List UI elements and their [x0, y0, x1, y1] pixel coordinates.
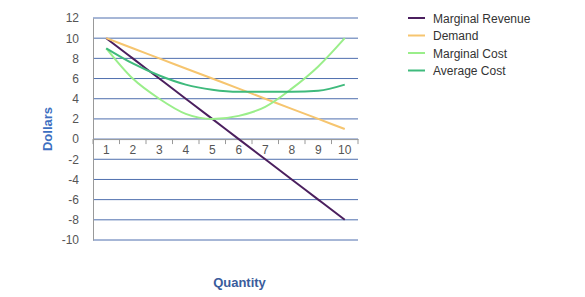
- legend-swatch: [408, 35, 425, 37]
- x-divider: [172, 139, 173, 144]
- y-tick-label: 6: [72, 72, 79, 86]
- grid-line: [93, 159, 358, 160]
- y-tick: 2: [72, 112, 93, 126]
- y-tick: -8: [68, 213, 93, 227]
- x-tick: 3: [156, 139, 163, 157]
- y-tick-label: -2: [68, 153, 79, 167]
- y-tick-label: 0: [72, 132, 79, 146]
- legend-label: Demand: [433, 29, 478, 43]
- y-axis-line: [93, 19, 94, 241]
- series-line: [106, 38, 345, 129]
- x-tick-label: 7: [262, 143, 269, 157]
- x-divider: [93, 139, 94, 144]
- x-tick-label: 8: [288, 143, 295, 157]
- grid-line: [93, 98, 358, 99]
- x-tick-label: 6: [235, 143, 242, 157]
- y-tick: -6: [68, 193, 93, 207]
- x-tick: 10: [338, 139, 352, 157]
- y-tick: 4: [72, 92, 93, 106]
- grid-line: [93, 219, 358, 220]
- x-tick: 9: [315, 139, 322, 157]
- x-tick-label: 9: [315, 143, 322, 157]
- y-tick: -10: [62, 233, 93, 247]
- x-divider: [252, 139, 253, 144]
- y-tick-label: -6: [68, 193, 79, 207]
- x-axis-title: Quantity: [213, 275, 266, 290]
- chart: -10-8-6-4-202468101212345678910DollarsQu…: [0, 0, 585, 297]
- y-tick: -2: [68, 153, 93, 167]
- x-tick-label: 4: [182, 143, 189, 157]
- y-tick-label: 4: [72, 92, 79, 106]
- x-divider: [225, 139, 226, 144]
- legend-label: Marginal Cost: [433, 47, 508, 61]
- y-tick: 6: [72, 72, 93, 86]
- grid-line: [93, 179, 358, 180]
- series-line: [106, 38, 345, 119]
- y-tick: 12: [66, 11, 93, 25]
- y-tick: 8: [72, 52, 93, 66]
- grid-line: [93, 18, 358, 19]
- x-tick-label: 3: [156, 143, 163, 157]
- y-tick-label: -10: [62, 233, 80, 247]
- y-tick-label: 10: [66, 32, 80, 46]
- grid-line: [93, 38, 358, 39]
- y-axis: -10 -8 -6 -4 -2 0 2 4 6 8 10 12: [62, 11, 94, 247]
- y-tick-label: 12: [66, 11, 80, 25]
- x-tick-label: 2: [129, 143, 136, 157]
- series-line: [106, 48, 345, 91]
- grid: [93, 18, 358, 240]
- x-divider: [119, 139, 120, 144]
- y-tick-label: -4: [68, 173, 79, 187]
- x-tick: 5: [209, 139, 216, 157]
- legend-label: Marginal Revenue: [433, 12, 531, 26]
- legend-swatch: [408, 70, 425, 72]
- x-dividers: [93, 139, 358, 144]
- grid-line: [93, 240, 358, 241]
- y-tick: 0: [72, 132, 93, 146]
- x-tick-label: 1: [103, 143, 110, 157]
- x-divider: [146, 139, 147, 144]
- y-axis-title: Dollars: [40, 107, 55, 151]
- x-tick-label: 5: [209, 143, 216, 157]
- x-tick: 1: [103, 139, 110, 157]
- legend: Marginal Revenue Demand Marginal Cost Avera…: [408, 12, 531, 79]
- x-tick: 7: [262, 139, 269, 157]
- x-divider: [278, 139, 279, 144]
- y-tick: -4: [68, 173, 93, 187]
- legend-label: Average Cost: [433, 64, 506, 78]
- plot-area: [106, 38, 345, 220]
- legend-swatch: [408, 17, 425, 19]
- x-tick-label: 10: [338, 143, 352, 157]
- y-tick-label: 2: [72, 112, 79, 126]
- y-tick-label: -8: [68, 213, 79, 227]
- x-divider: [305, 139, 306, 144]
- series-line: [106, 38, 345, 220]
- x-divider: [358, 139, 359, 144]
- x-axis: 1 2 3 4 5 6 7 8 9 10: [93, 139, 359, 157]
- x-divider: [199, 139, 200, 144]
- x-tick: 8: [288, 139, 295, 157]
- legend-swatch: [408, 52, 425, 54]
- y-tick-label: 8: [72, 52, 79, 66]
- x-tick: 4: [182, 139, 189, 157]
- x-divider: [331, 139, 332, 144]
- y-tick: 10: [66, 32, 93, 46]
- x-tick: 2: [129, 139, 136, 157]
